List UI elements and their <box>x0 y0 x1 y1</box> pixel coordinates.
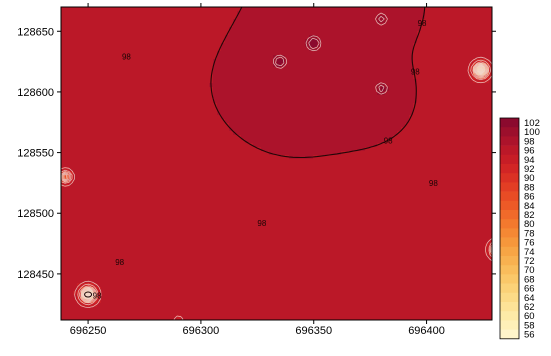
y-tick-label: 128650 <box>17 26 54 38</box>
contour-label: 98 <box>115 258 124 267</box>
y-tick-label: 128450 <box>17 269 54 281</box>
colorbar-swatch <box>500 256 519 266</box>
contour-line-90 <box>61 62 492 303</box>
colorbar-label: 92 <box>524 164 535 175</box>
colorbar-swatch <box>500 329 519 340</box>
colorbar-swatch <box>500 182 519 192</box>
colorbar-label: 102 <box>524 118 540 129</box>
contour-line-98 <box>210 7 426 159</box>
x-tick-label: 696350 <box>295 325 332 337</box>
y-axis: 128450 128500 128550 128600 128650 <box>17 26 496 281</box>
contour-line-102 <box>275 15 385 93</box>
colorbar-swatch <box>500 274 519 284</box>
x-tick-label: 696250 <box>70 325 107 337</box>
colorbar-label: 98 <box>524 136 535 147</box>
colorbar-label: 74 <box>524 247 535 258</box>
contour-label: 98 <box>429 179 438 188</box>
colorbar-label: 56 <box>524 330 535 341</box>
contour-label: 98 <box>93 292 102 301</box>
colorbar-label: 86 <box>524 192 535 203</box>
colorbar-label: 70 <box>524 265 535 276</box>
x-axis: 696250 696300 696350 696400 <box>70 3 445 337</box>
colorbar-swatch <box>500 164 519 174</box>
colorbar-label: 72 <box>524 256 535 267</box>
colorbar-swatch <box>500 200 519 211</box>
contour-label: 98 <box>411 67 420 76</box>
contour-label: 98 <box>257 219 266 228</box>
contour-labels: 98 98 98 98 98 98 98 98 <box>84 19 438 301</box>
colorbar-label: 88 <box>524 182 535 193</box>
colorbar-label: 94 <box>524 155 535 166</box>
colorbar-label: 64 <box>524 293 535 304</box>
contour-line-86 <box>63 63 488 302</box>
x-tick-label: 696400 <box>408 325 445 337</box>
plot-frame <box>60 6 493 321</box>
contour-line-100 <box>273 12 388 95</box>
contour-line-96 <box>61 56 492 320</box>
colorbar-label: 62 <box>524 302 535 313</box>
minimum-marker <box>84 291 93 298</box>
colorbar-swatch <box>500 283 519 294</box>
colorbar-swatch <box>500 246 519 257</box>
colorbar-frame <box>499 117 520 340</box>
colorbar-swatch <box>500 302 519 312</box>
colorbar-swatch <box>500 320 519 330</box>
colorbar-swatch <box>500 136 519 146</box>
y-tick-label: 128500 <box>17 208 54 220</box>
colorbar-label: 76 <box>524 238 535 249</box>
colorbar-label: 90 <box>524 173 535 184</box>
colorbar-label: 66 <box>524 284 535 295</box>
x-tick-label: 696300 <box>183 325 220 337</box>
colorbar-swatch <box>500 127 519 137</box>
colorbar-label: 80 <box>524 219 535 230</box>
colorbar-swatch <box>500 292 519 303</box>
contour-label: 98 <box>122 53 131 62</box>
colorbar-swatch <box>500 173 519 183</box>
colorbar-swatch <box>500 154 519 165</box>
colorbar-label: 84 <box>524 201 535 212</box>
contour-line-88 <box>62 63 492 303</box>
colorbar-label: 58 <box>524 320 535 331</box>
colorbar-swatch <box>500 237 519 248</box>
contour-line-94 <box>61 59 492 306</box>
colorbar-label: 68 <box>524 274 535 285</box>
colorbar-swatch <box>500 210 519 220</box>
contour-label: 98 <box>384 136 393 145</box>
colorbar-swatch <box>500 219 519 229</box>
colorbar-swatch <box>500 118 519 128</box>
y-tick-label: 128600 <box>17 87 54 99</box>
colorbar-label: 82 <box>524 210 535 221</box>
colorbar-swatch <box>500 228 519 238</box>
colorbar-swatch <box>500 145 519 156</box>
colorbar-label: 96 <box>524 146 535 157</box>
colorbar-swatch <box>500 191 519 202</box>
y-tick-label: 128550 <box>17 148 54 160</box>
colorbar-swatch <box>500 265 519 275</box>
colorbar-label: 60 <box>524 311 535 322</box>
colorbar-legend: 1021009896949290888684828078767472706866… <box>499 117 540 341</box>
contour-label: 98 <box>418 19 427 28</box>
colorbar-label: 100 <box>524 127 540 138</box>
contour-field <box>61 7 492 320</box>
colorbar-swatch <box>500 311 519 321</box>
colorbar-label: 78 <box>524 228 535 239</box>
